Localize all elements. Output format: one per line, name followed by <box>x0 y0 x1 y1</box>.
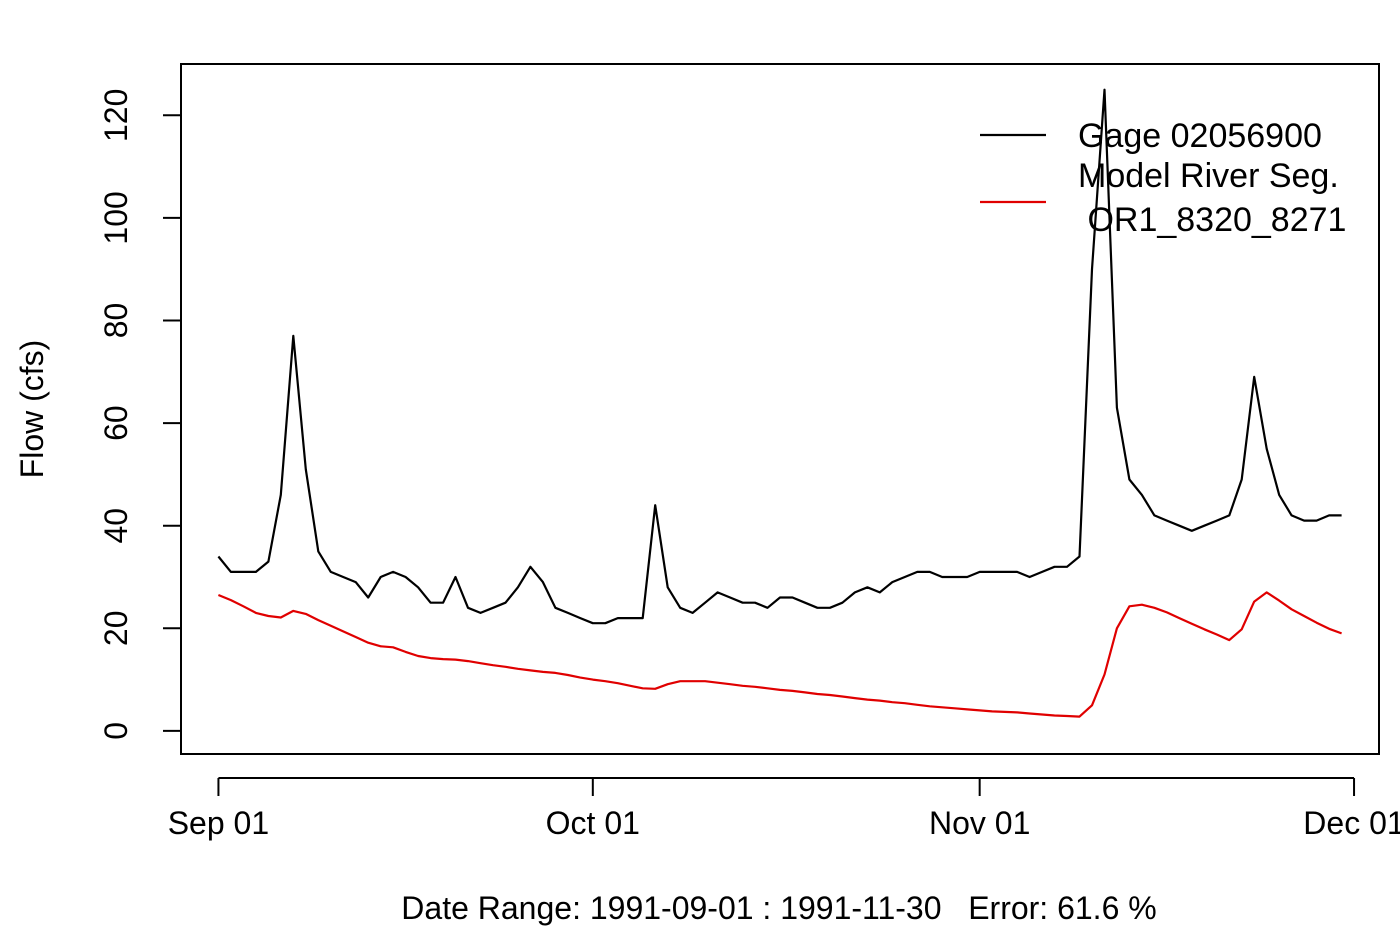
legend-label-gage: Gage 02056900 <box>1078 117 1322 155</box>
y-tick-label: 80 <box>98 303 134 339</box>
series-line-gage <box>217 88 1342 625</box>
x-tick-label: Sep 01 <box>168 805 269 841</box>
legend-label-model: Model River Seg. OR1_8320_8271 <box>1078 157 1346 239</box>
x-tick-label: Oct 01 <box>546 805 640 841</box>
series-layer <box>217 88 1342 718</box>
y-tick-label: 120 <box>98 89 134 142</box>
y-tick-label: 40 <box>98 508 134 544</box>
y-axis-title: Flow (cfs) <box>14 340 50 479</box>
x-tick-label: Nov 01 <box>929 805 1030 841</box>
x-axis: Sep 01 Oct 01 Nov 01 Dec 01 <box>168 777 1400 841</box>
series-line-model <box>217 591 1342 718</box>
y-tick-label: 0 <box>98 722 134 740</box>
y-tick-label: 20 <box>98 611 134 647</box>
x-tick-label: Dec 01 <box>1303 805 1400 841</box>
x-axis-title: Date Range: 1991-09-01 : 1991-11-30 Erro… <box>401 890 1156 926</box>
y-axis: 0 20 40 60 80 100 120 <box>98 89 182 740</box>
y-tick-label: 60 <box>98 405 134 441</box>
y-tick-label: 100 <box>98 191 134 244</box>
